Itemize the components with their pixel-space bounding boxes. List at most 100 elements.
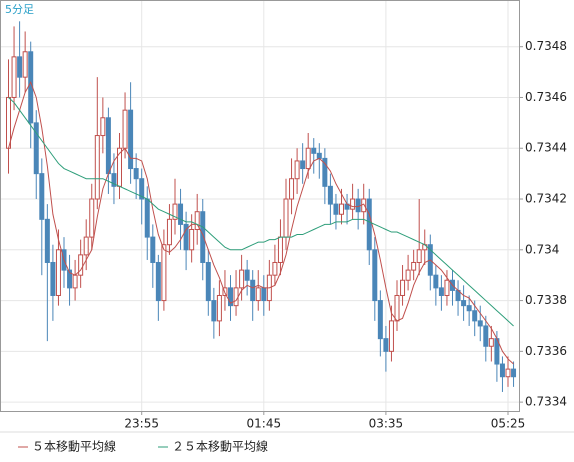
candle-body <box>355 198 361 213</box>
candle-body <box>33 122 39 175</box>
x-tick-label: 03:35 <box>369 417 404 431</box>
y-tick-label: 0.7348 <box>525 39 567 53</box>
candle-body <box>22 51 28 78</box>
candle-body <box>322 157 328 187</box>
candle-body <box>239 269 245 289</box>
candle-body <box>133 168 139 180</box>
candle-body <box>189 228 195 251</box>
candle-body <box>211 300 217 322</box>
x-tick-label: 23:55 <box>124 417 159 431</box>
candle-body <box>72 274 78 289</box>
y-tick-label: 0.7336 <box>525 344 567 358</box>
candle-body <box>411 261 417 271</box>
candle-body <box>433 274 439 289</box>
candle-body <box>438 287 444 296</box>
candle-body <box>366 198 372 251</box>
candle-body <box>200 211 206 263</box>
y-tick-label: 0.7346 <box>525 90 567 104</box>
chart-title: 5分足 <box>5 3 34 16</box>
candle-body <box>461 300 467 307</box>
candle-body <box>105 117 111 175</box>
candle-body <box>511 368 517 378</box>
ma-line <box>8 97 514 327</box>
candle-body <box>294 160 300 180</box>
candle-body <box>272 261 278 276</box>
candle-body <box>388 320 394 352</box>
candle-body <box>122 109 128 149</box>
candle-body <box>261 287 267 302</box>
candle-body <box>394 294 400 322</box>
candle-body <box>17 56 23 78</box>
candle-body <box>150 236 156 263</box>
candle-body <box>339 203 344 215</box>
candle-body <box>83 236 89 256</box>
candle-body <box>50 261 56 296</box>
candle-body <box>305 147 311 170</box>
candle-body <box>44 218 50 263</box>
ma-line <box>8 81 514 365</box>
x-tick-label: 01:45 <box>247 417 282 431</box>
candle-body <box>6 96 11 149</box>
candle-body <box>67 269 73 289</box>
legend-label: ２５本移動平均線 <box>172 439 268 454</box>
y-tick-label: 0.7334 <box>525 395 567 409</box>
candle-body <box>488 338 494 347</box>
candle-body <box>39 173 45 220</box>
candle-body <box>155 261 161 302</box>
candle-body <box>183 223 189 251</box>
candle-body <box>11 56 17 98</box>
candle-body <box>244 269 250 281</box>
y-tick-label: 0.7342 <box>525 192 567 206</box>
y-tick-label: 0.734 <box>525 242 559 256</box>
y-tick-label: 0.7344 <box>525 141 567 155</box>
candle-body <box>144 198 150 238</box>
candle-body <box>128 109 134 170</box>
candle-body <box>205 261 211 302</box>
candle-body <box>466 305 472 312</box>
candle-body <box>283 198 289 238</box>
candle-body <box>166 218 172 246</box>
candle-body <box>405 269 411 281</box>
candle-body <box>94 135 100 200</box>
candle-body <box>139 178 145 200</box>
candle-body <box>233 287 239 307</box>
candle-body <box>316 152 322 159</box>
candle-body <box>383 338 389 352</box>
candle-body <box>255 287 261 302</box>
candle-body <box>372 249 378 302</box>
candle-body <box>277 236 283 263</box>
candle-body <box>161 244 167 302</box>
candle-body <box>499 363 505 378</box>
candle-body <box>289 178 295 200</box>
candle-body <box>311 147 317 154</box>
candle-body <box>100 117 106 137</box>
candle-body <box>327 185 333 205</box>
plot-area <box>0 0 520 412</box>
candle-body <box>361 198 367 213</box>
candle-body <box>194 211 200 230</box>
candle-body <box>78 254 84 276</box>
candle-body <box>333 203 339 215</box>
candle-body <box>89 198 95 238</box>
candle-body <box>505 368 511 378</box>
candle-body <box>111 173 117 187</box>
candle-body <box>250 279 256 302</box>
candle-body <box>300 160 306 170</box>
candle-body <box>400 279 406 296</box>
candle-body <box>477 320 483 327</box>
candle-body <box>216 294 222 322</box>
x-tick-label: 05:25 <box>491 417 526 431</box>
candle-body <box>350 198 356 210</box>
candle-body <box>55 249 61 296</box>
candle-body <box>377 300 383 340</box>
candle-body <box>228 287 233 307</box>
candle-body <box>416 249 422 263</box>
candle-body <box>472 310 478 322</box>
y-tick-label: 0.7338 <box>525 293 567 307</box>
candle-body <box>444 279 450 296</box>
candle-body <box>483 325 489 347</box>
candle-body <box>172 203 178 220</box>
candle-body <box>178 203 184 225</box>
legend-label: ５本移動平均線 <box>32 439 116 454</box>
